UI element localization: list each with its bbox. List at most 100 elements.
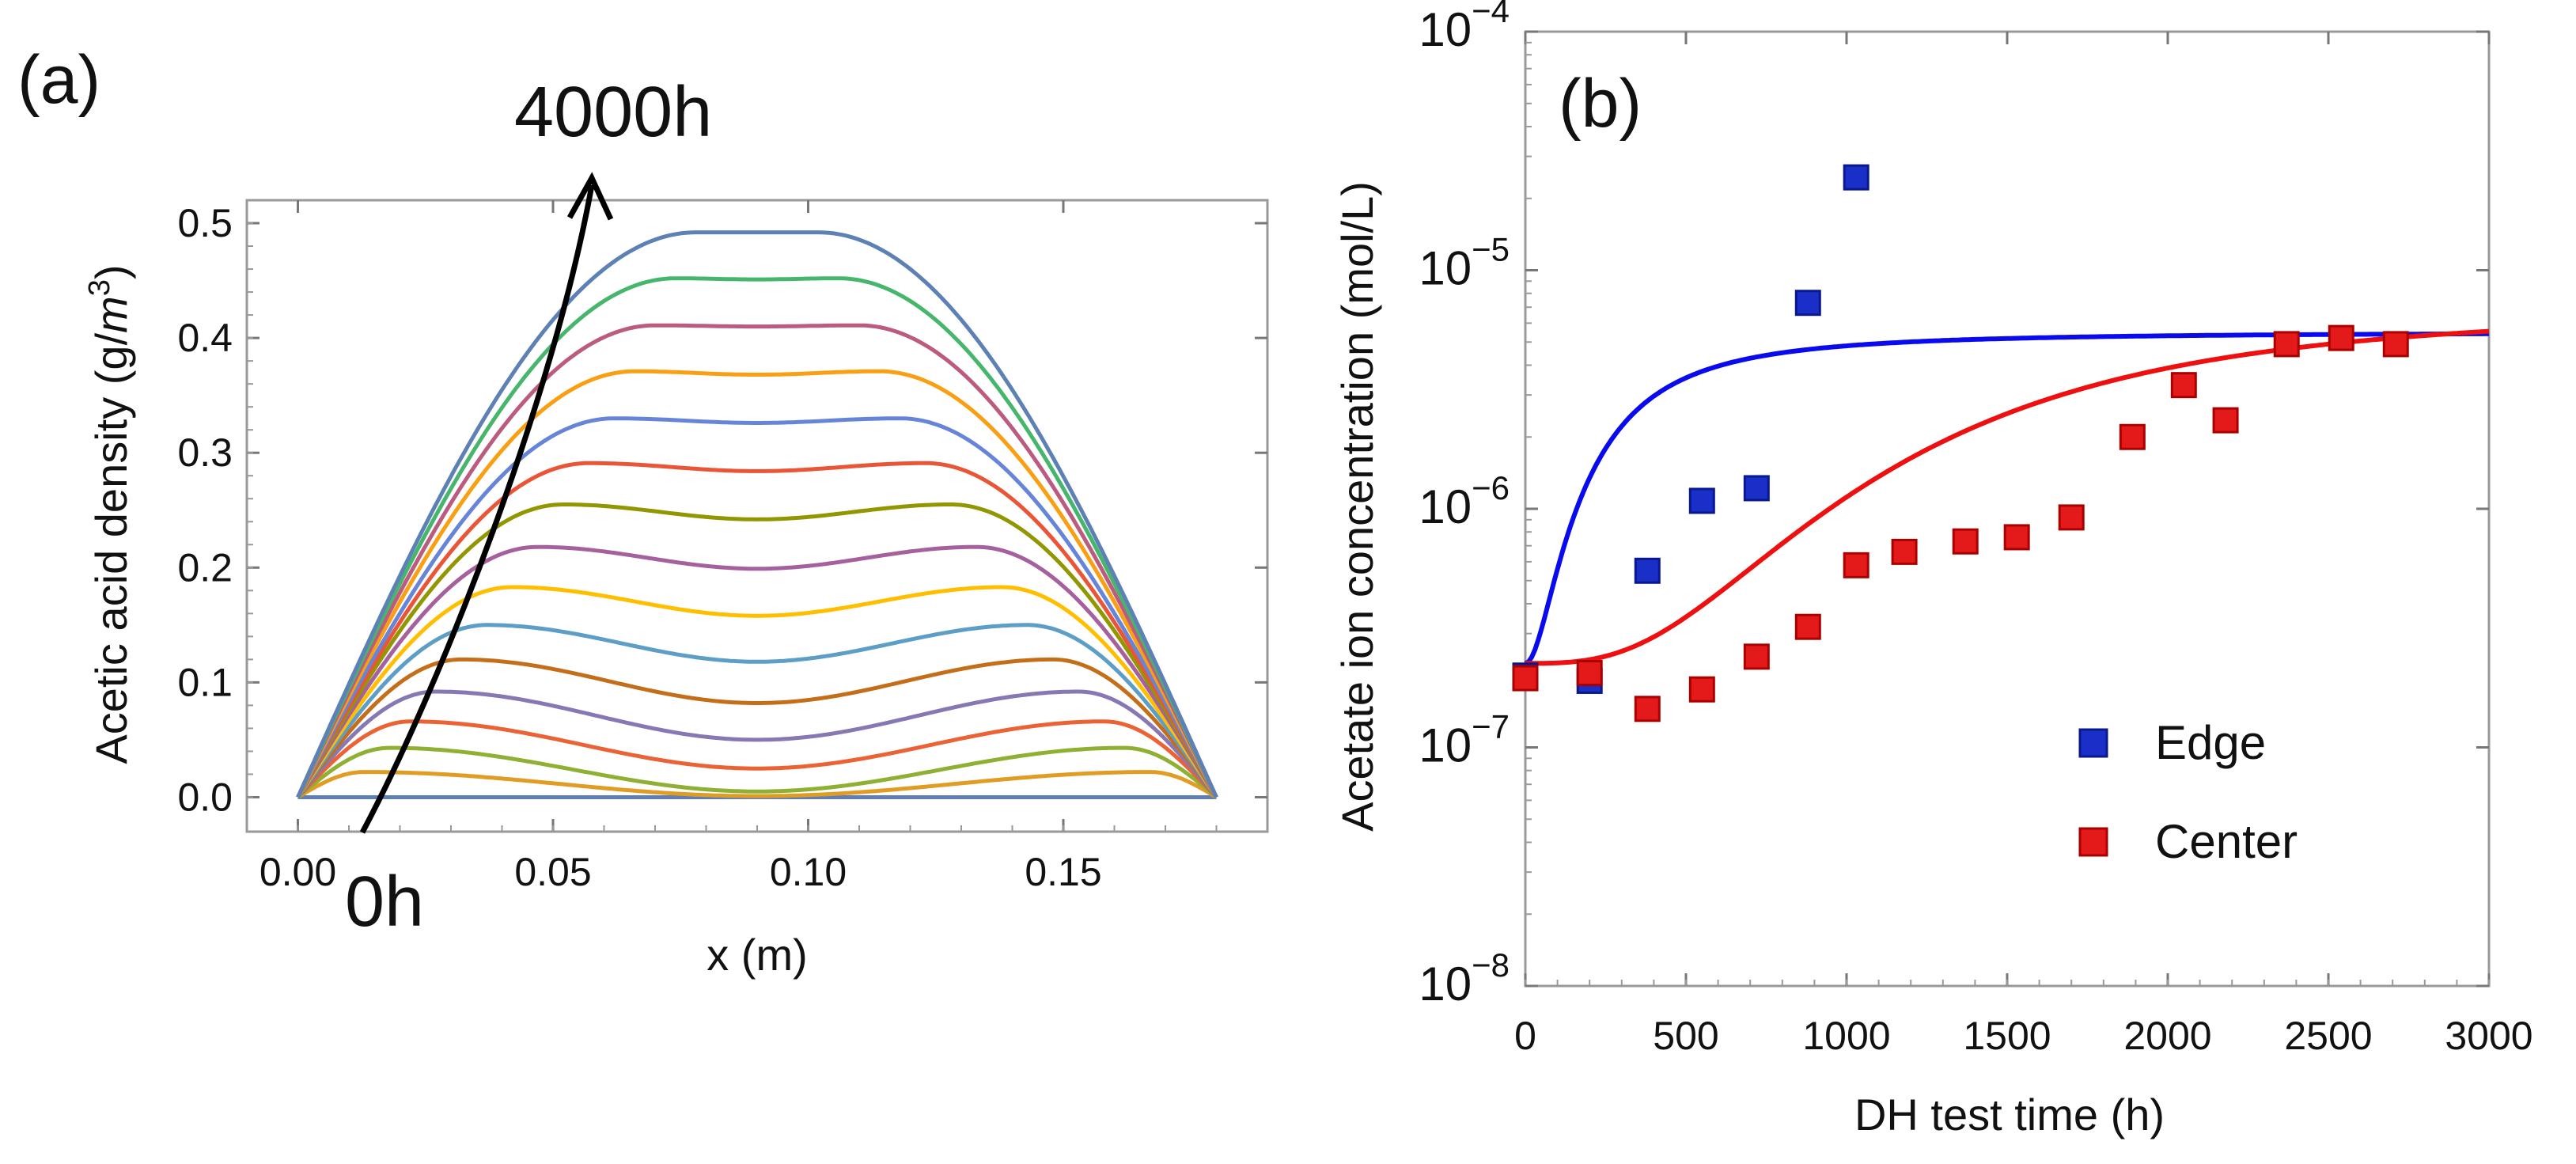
x-tick-label: 500 xyxy=(1653,1014,1718,1058)
y-tick-label: 0.2 xyxy=(177,545,233,590)
end-time-label: 4000h xyxy=(514,73,712,152)
data-point-center xyxy=(2328,324,2354,351)
start-time-label: 0h xyxy=(345,863,424,942)
y-label-suffix: ) xyxy=(86,264,136,279)
fit-line-center-fit xyxy=(1525,328,2490,666)
series-line-t3 xyxy=(296,719,1218,799)
panel-a-y-label: Acetic acid density (g/m3) xyxy=(83,264,136,764)
series-line-t10 xyxy=(296,461,1218,798)
panel-a: (a) 0.00 0.05 0.10 0.15 0.0 0.1 0.2 0.3 0.4 0.5 0… xyxy=(17,42,1269,980)
data-point-center xyxy=(1794,613,1821,640)
series-line-t5 xyxy=(296,657,1218,799)
data-point-center xyxy=(1634,696,1661,722)
y-tick-label: 10−7 xyxy=(1419,708,1510,772)
legend-center-label: Center xyxy=(2155,815,2298,868)
legend-center-swatch xyxy=(2078,827,2108,857)
data-point-center xyxy=(2273,331,2300,358)
series-line-t11 xyxy=(296,416,1218,798)
y-tick-label: 10−8 xyxy=(1419,946,1510,1010)
data-point-center xyxy=(2212,407,2239,434)
data-point-center xyxy=(2058,504,2085,531)
series-line-t1 xyxy=(297,770,1218,799)
x-tick-label: 0.10 xyxy=(770,850,847,894)
panel-b: (b) 0 500 1000 1500 2000 2500 300010−810−710−6… xyxy=(1332,0,2533,1139)
y-tick-label: 0.3 xyxy=(177,430,233,475)
y-tick-label: 0.4 xyxy=(177,316,233,360)
legend-edge-label: Edge xyxy=(2155,716,2266,769)
panel-b-x-label: DH test time (h) xyxy=(1854,1090,2165,1139)
x-tick-label: 1500 xyxy=(1963,1014,2051,1058)
data-point-center xyxy=(1576,660,1603,687)
data-point-center xyxy=(2382,331,2409,358)
data-point-center xyxy=(1512,665,1539,692)
y-label-exponent: 3 xyxy=(83,279,116,296)
panel-b-points xyxy=(1512,164,2409,722)
x-tick-label: 0.05 xyxy=(514,850,591,894)
series-line-t2 xyxy=(296,745,1218,799)
arrow-head-icon xyxy=(566,172,614,221)
panel-b-frame xyxy=(1524,30,2491,988)
panel-a-x-label: x (m) xyxy=(707,930,808,980)
data-point-center xyxy=(1743,643,1770,670)
series-line-t13 xyxy=(296,323,1218,798)
data-point-edge xyxy=(1743,475,1770,502)
y-tick-exponent: −5 xyxy=(1472,231,1510,268)
series-line-t12 xyxy=(296,369,1218,798)
panel-a-ticks: 0.00 0.05 0.10 0.15 0.0 0.1 0.2 0.3 0.4 0.5 xyxy=(177,200,1267,894)
panel-b-ticks: 0 500 1000 1500 2000 2500 300010−810−710−610−5… xyxy=(1419,0,2532,1058)
data-point-center xyxy=(2170,372,2197,399)
data-point-center xyxy=(2119,423,2146,450)
series-line-t8 xyxy=(296,544,1218,798)
y-tick-exponent: −4 xyxy=(1472,0,1510,29)
y-tick-label: 0.1 xyxy=(177,660,233,704)
panel-a-label: (a) xyxy=(17,42,100,118)
y-tick-base: 10 xyxy=(1419,480,1472,533)
x-tick-label: 0.00 xyxy=(259,850,336,894)
time-arrow xyxy=(359,172,614,834)
series-line-t14 xyxy=(296,276,1218,798)
x-tick-label: 1000 xyxy=(1802,1014,1890,1058)
fit-line-edge-fit xyxy=(1524,331,2489,665)
data-point-center xyxy=(1688,676,1715,703)
y-tick-label: 10−6 xyxy=(1419,469,1510,533)
panel-a-curves xyxy=(296,230,1218,799)
y-label-text: Acetic acid density (g/ xyxy=(86,332,136,764)
data-point-edge xyxy=(1794,290,1821,317)
y-tick-base: 10 xyxy=(1419,719,1472,772)
panel-b-label: (b) xyxy=(1559,66,1642,142)
series-line-t6 xyxy=(296,623,1218,798)
y-tick-exponent: −6 xyxy=(1472,469,1510,506)
data-point-edge xyxy=(1843,164,1869,191)
series-line-t4 xyxy=(296,689,1218,799)
y-tick-label: 0.0 xyxy=(177,775,233,819)
data-point-edge xyxy=(1634,557,1661,584)
x-tick-label: 0 xyxy=(1514,1014,1536,1058)
y-tick-exponent: −8 xyxy=(1472,946,1510,984)
y-tick-label: 10−4 xyxy=(1419,0,1510,56)
legend-edge-swatch xyxy=(2078,728,2108,758)
series-line-t7 xyxy=(296,585,1218,798)
y-tick-exponent: −7 xyxy=(1472,708,1510,745)
y-tick-label: 0.5 xyxy=(177,201,233,245)
panel-b-y-label: Acetate ion concentration (mol/L) xyxy=(1332,181,1382,832)
x-tick-label: 3000 xyxy=(2445,1014,2532,1058)
series-line-4000h xyxy=(296,230,1218,798)
x-tick-label: 0.15 xyxy=(1025,850,1101,894)
data-point-center xyxy=(1843,552,1869,578)
y-tick-base: 10 xyxy=(1419,3,1472,56)
time-arrow-line xyxy=(359,184,595,834)
x-tick-label: 2500 xyxy=(2284,1014,2372,1058)
panel-b-fit-curves xyxy=(1524,328,2490,666)
data-point-center xyxy=(1891,538,1918,565)
data-point-edge xyxy=(1688,487,1715,514)
data-point-center xyxy=(2003,524,2030,551)
legend: Edge Center xyxy=(2078,716,2298,868)
y-label-unit: m xyxy=(86,296,136,333)
y-tick-base: 10 xyxy=(1419,957,1472,1010)
data-point-center xyxy=(1952,528,1979,555)
y-tick-base: 10 xyxy=(1419,242,1472,295)
x-tick-label: 2000 xyxy=(2123,1014,2211,1058)
y-tick-label: 10−5 xyxy=(1419,231,1510,295)
series-line-t9 xyxy=(296,502,1218,798)
